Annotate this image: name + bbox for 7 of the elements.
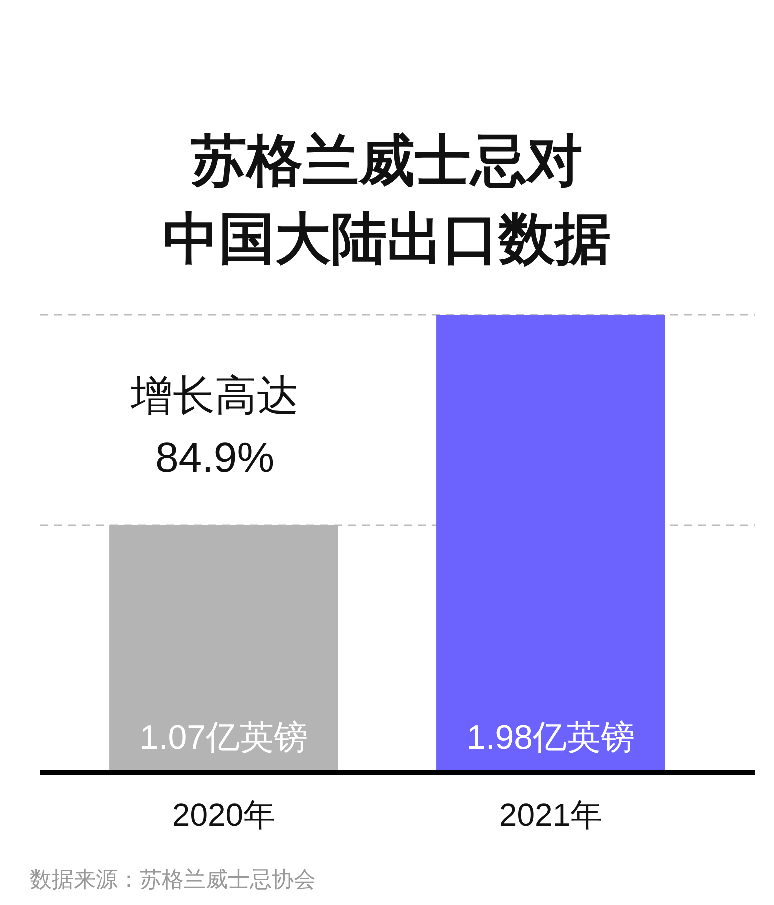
annotation: 增长高达 84.9% <box>130 372 299 481</box>
x-tick-label: 2020年 <box>172 797 276 833</box>
x-tick-label: 2021年 <box>499 797 603 833</box>
chart-title: 苏格兰威士忌对中国大陆出口数据 <box>163 129 611 270</box>
data-label: 1.07亿英镑 <box>140 719 308 757</box>
data-label: 1.98亿英镑 <box>466 719 636 757</box>
source-note: 数据来源：苏格兰威士忌协会 <box>30 867 316 892</box>
